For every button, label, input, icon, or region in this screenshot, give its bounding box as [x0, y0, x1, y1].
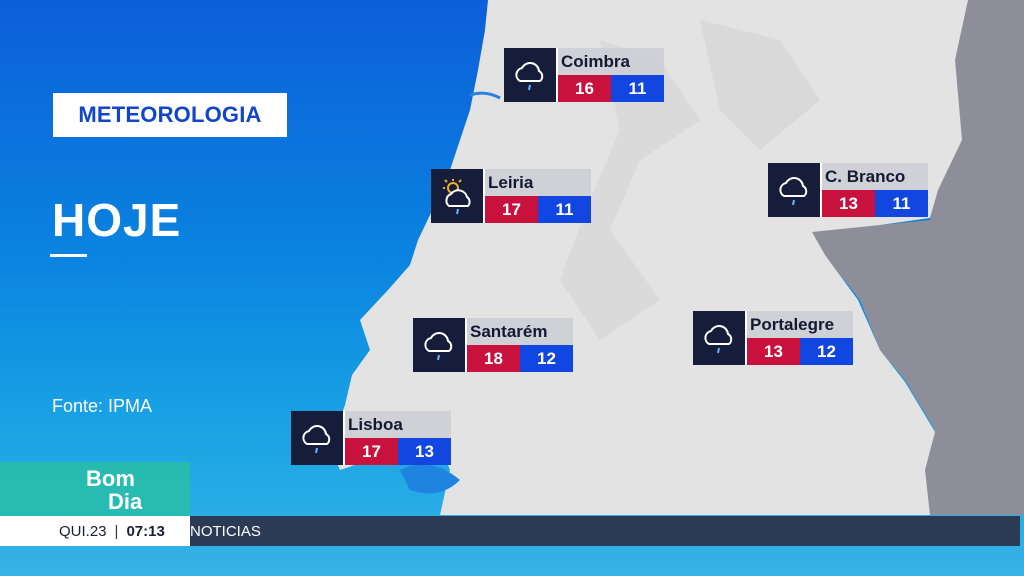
relief-shading — [560, 40, 700, 340]
min-temp: 11 — [611, 75, 664, 102]
day-underline — [50, 254, 87, 257]
ticker-time: 07:13 — [126, 522, 165, 540]
separator: | — [114, 522, 119, 540]
program-logo-line2: Dia — [108, 489, 143, 514]
source-label: Fonte: IPMA — [52, 396, 153, 416]
city-name: Lisboa — [345, 411, 451, 438]
ticker-text: NOTICIAS — [190, 516, 1020, 546]
clock-panel: QUI.23 | 07:13 — [0, 516, 190, 546]
program-logo — [0, 462, 190, 516]
ticker-date: QUI.23 — [59, 522, 107, 540]
sun-cloud-rain-icon — [431, 169, 485, 223]
max-temp: 16 — [558, 75, 611, 102]
city-name: C. Branco — [822, 163, 928, 190]
city-card-lisboa: Lisboa 17 13 — [291, 411, 451, 465]
max-temp: 17 — [345, 438, 398, 465]
min-temp: 13 — [398, 438, 451, 465]
city-card-coimbra: Coimbra 16 11 — [504, 48, 664, 102]
max-temp: 17 — [485, 196, 538, 223]
city-name: Santarém — [467, 318, 573, 345]
city-card-santarem: Santarém 18 12 — [413, 318, 573, 372]
max-temp: 13 — [747, 338, 800, 365]
city-card-portalegre: Portalegre 13 12 — [693, 311, 853, 365]
relief-shading-2 — [700, 20, 820, 150]
rain-cloud-icon — [693, 311, 747, 365]
river — [469, 91, 501, 100]
rain-cloud-icon — [413, 318, 467, 372]
min-temp: 12 — [800, 338, 853, 365]
city-name: Coimbra — [558, 48, 664, 75]
rain-cloud-icon — [768, 163, 822, 217]
city-card-c-branco: C. Branco 13 11 — [768, 163, 928, 217]
day-title: HOJE — [52, 194, 182, 246]
max-temp: 18 — [467, 345, 520, 372]
news-ticker: QUI.23 | 07:13 NOTICIAS — [0, 516, 1020, 546]
rain-cloud-icon — [291, 411, 345, 465]
max-temp: 13 — [822, 190, 875, 217]
program-logo-line1: Bom — [86, 466, 135, 491]
min-temp: 11 — [875, 190, 928, 217]
city-name: Portalegre — [747, 311, 853, 338]
city-name: Leiria — [485, 169, 591, 196]
section-title: METEOROLOGIA — [53, 93, 287, 137]
estuary — [400, 464, 460, 494]
min-temp: 12 — [520, 345, 573, 372]
rain-cloud-icon — [504, 48, 558, 102]
min-temp: 11 — [538, 196, 591, 223]
portugal-land — [330, 0, 968, 515]
city-card-leiria: Leiria 17 11 — [431, 169, 591, 223]
spain-region — [810, 0, 1024, 515]
